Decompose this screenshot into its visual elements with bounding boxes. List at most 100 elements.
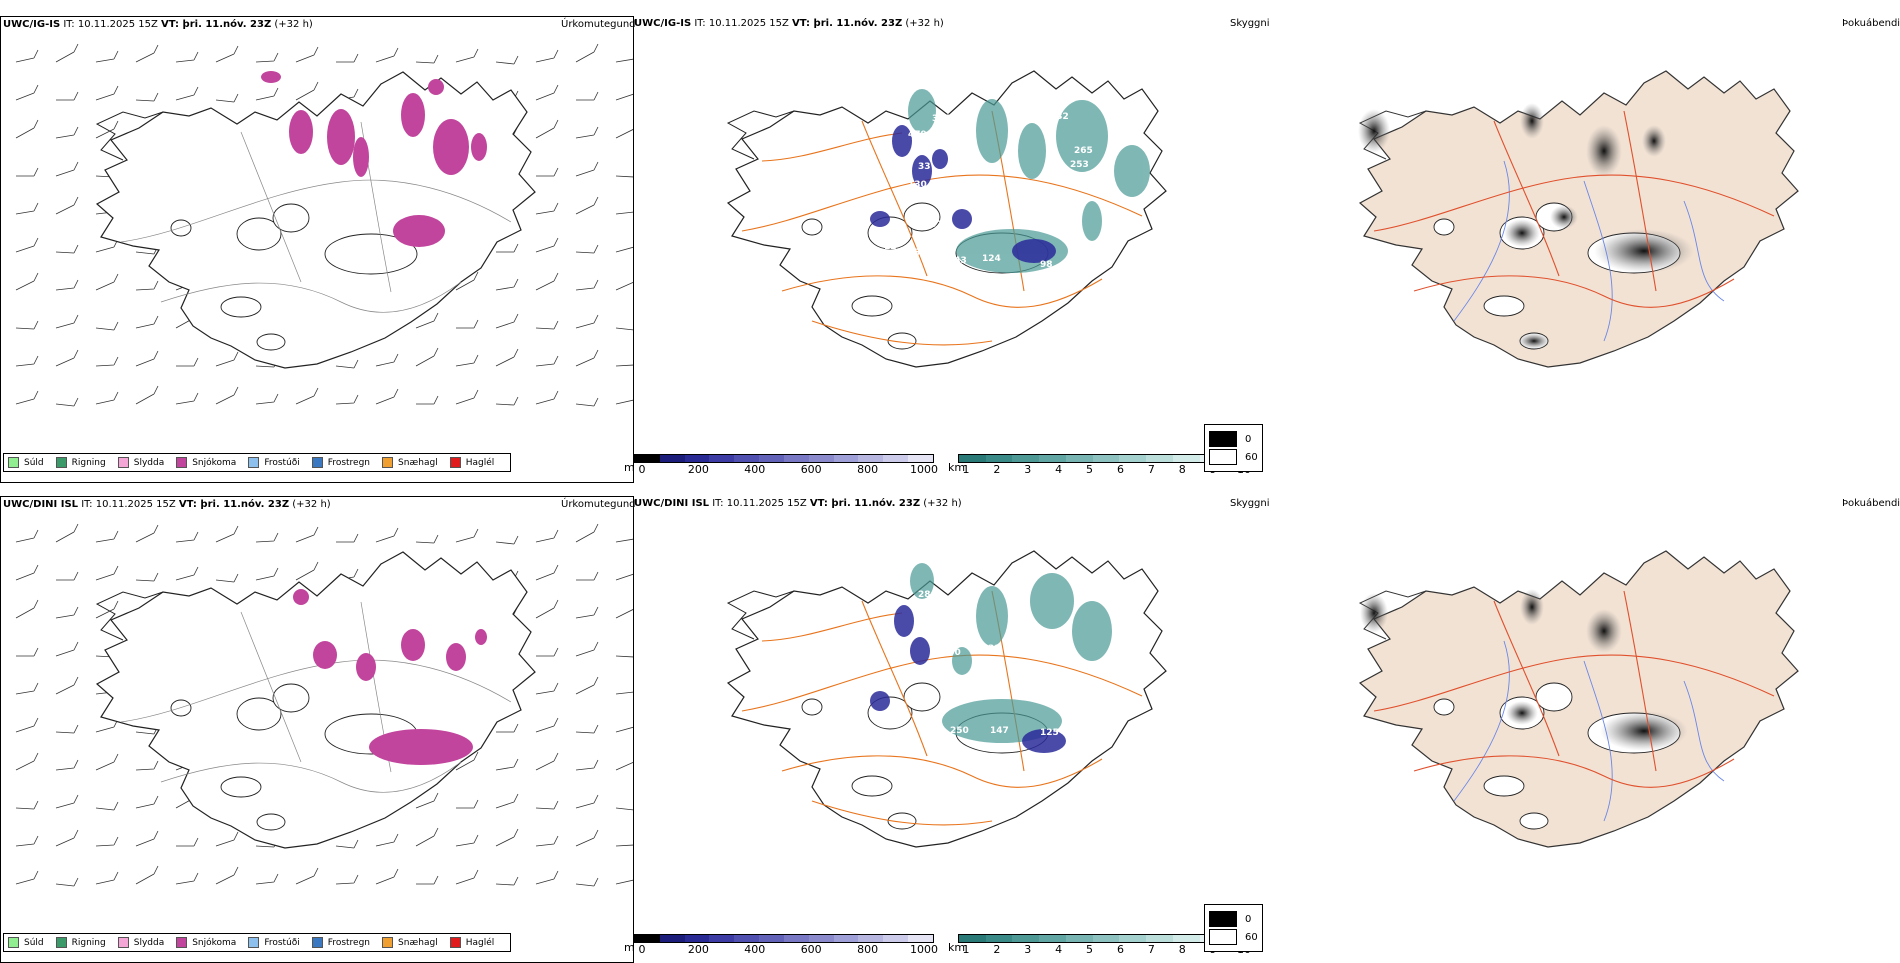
visibility-value: 345 [932, 114, 951, 124]
ceiling-colorbar: 0 200 400 600 800 1000 m [624, 934, 938, 956]
wind-barb [55, 314, 79, 329]
colorbar-cell [985, 455, 1013, 462]
wind-barb [55, 794, 79, 809]
wind-barb [15, 84, 39, 101]
legend-swatch [55, 457, 67, 468]
wind-barb [95, 391, 119, 405]
visibility-value: 28 [918, 590, 931, 600]
low-ceiling-area [910, 637, 930, 665]
init-time-label: IT: [78, 499, 96, 510]
valid-time-label: VT: [161, 19, 183, 30]
wind-barb [615, 691, 633, 695]
wind-barb [215, 525, 239, 543]
fog-legend-swatch [1209, 929, 1237, 945]
glacier-outline [324, 233, 418, 275]
glacier-outline [1433, 698, 1455, 716]
init-time: 10.11.2025 15Z [77, 19, 162, 30]
wind-barb [15, 49, 39, 63]
wind-barb [495, 758, 519, 771]
fog-legend-row: 60 [1209, 929, 1258, 945]
legend-swatch [117, 937, 129, 948]
colorbar-tick: 3 [1024, 463, 1032, 476]
wind-barb [55, 523, 79, 543]
colorbar-cell [959, 455, 986, 462]
wind-barb [55, 279, 79, 291]
rivers [1453, 160, 1725, 342]
river-line [1683, 680, 1725, 782]
legend-label: Snæhagl [398, 457, 438, 468]
colorbar-cell [783, 455, 809, 462]
wind-barb [135, 760, 159, 771]
valid-time: þri. 11.nóv. 23Z [831, 498, 921, 509]
wind-barb [15, 682, 39, 695]
wind-barb [496, 243, 519, 253]
wind-barb [495, 55, 519, 65]
glacier-outline [170, 699, 192, 717]
colorbar-cell [709, 935, 735, 942]
wind-barb [495, 313, 519, 329]
fog-legend-swatch [1209, 431, 1237, 447]
visibility-value: 98 [1040, 260, 1053, 270]
glacier-outline [851, 295, 893, 317]
fog-legend-label: 60 [1245, 451, 1258, 463]
fog-patch [1360, 593, 1388, 633]
glacier-outline [801, 698, 823, 716]
colorbar-cell [684, 935, 710, 942]
fog-patch [1550, 205, 1578, 229]
wind-barb [95, 871, 119, 885]
wind-barb [175, 531, 199, 543]
visibility-value: 16 [988, 214, 1001, 224]
wind-barb [295, 867, 319, 885]
colorbar-tick: 800 [857, 463, 879, 476]
wind-barb [575, 794, 599, 809]
glacier-outline [236, 697, 282, 731]
wind-barb [455, 751, 479, 771]
westfjords [1358, 590, 1427, 640]
legend-item: Slydda [117, 937, 164, 948]
legend-item: Frostregn [311, 457, 370, 468]
wind-barb [455, 271, 479, 291]
visibility-value: 12 [882, 712, 895, 722]
wind-barb [575, 724, 599, 734]
legend-item: Súld [8, 457, 44, 468]
wind-barb [615, 573, 633, 581]
wind-barb [495, 793, 519, 809]
wind-barb [615, 246, 633, 253]
road-line [120, 659, 512, 723]
wind-barb [335, 874, 359, 885]
snowfall-area [369, 729, 473, 765]
road-line [240, 611, 302, 763]
river-line [1583, 180, 1613, 342]
wind-barb [15, 320, 39, 330]
wind-barb [375, 388, 399, 405]
colorbar-tick: 1000 [910, 463, 938, 476]
river-line [1453, 640, 1510, 802]
wind-barb [215, 93, 239, 103]
precip-title: Úrkomutegund [561, 19, 636, 30]
wind-barb [535, 682, 559, 695]
wind-barb [416, 395, 439, 405]
colorbar-cell [1012, 455, 1040, 462]
snowfall-area [327, 109, 355, 165]
wind-barb [15, 717, 39, 733]
wind-barb [95, 600, 119, 619]
wind-barb [15, 564, 39, 581]
wind-barb [55, 43, 79, 63]
wind-barb [55, 724, 79, 734]
glacier-outline [220, 776, 262, 798]
wind-barb [15, 529, 39, 543]
wind-barb [615, 58, 633, 63]
colorbar-tick: 400 [744, 463, 766, 476]
legend-swatch [55, 937, 67, 948]
low-ceiling-area [1012, 239, 1056, 263]
fog-legend-row: 0 [1209, 911, 1258, 927]
fog-patch [1520, 103, 1544, 139]
road-line [1623, 110, 1657, 292]
wind-barb [15, 390, 39, 405]
model-name: UWC/DINI ISL [3, 499, 79, 510]
colorbar-cell [1172, 455, 1200, 462]
wind-barb [295, 387, 319, 405]
road-line [741, 654, 1143, 712]
road-line [240, 131, 302, 283]
legend-label: Slydda [133, 457, 165, 468]
